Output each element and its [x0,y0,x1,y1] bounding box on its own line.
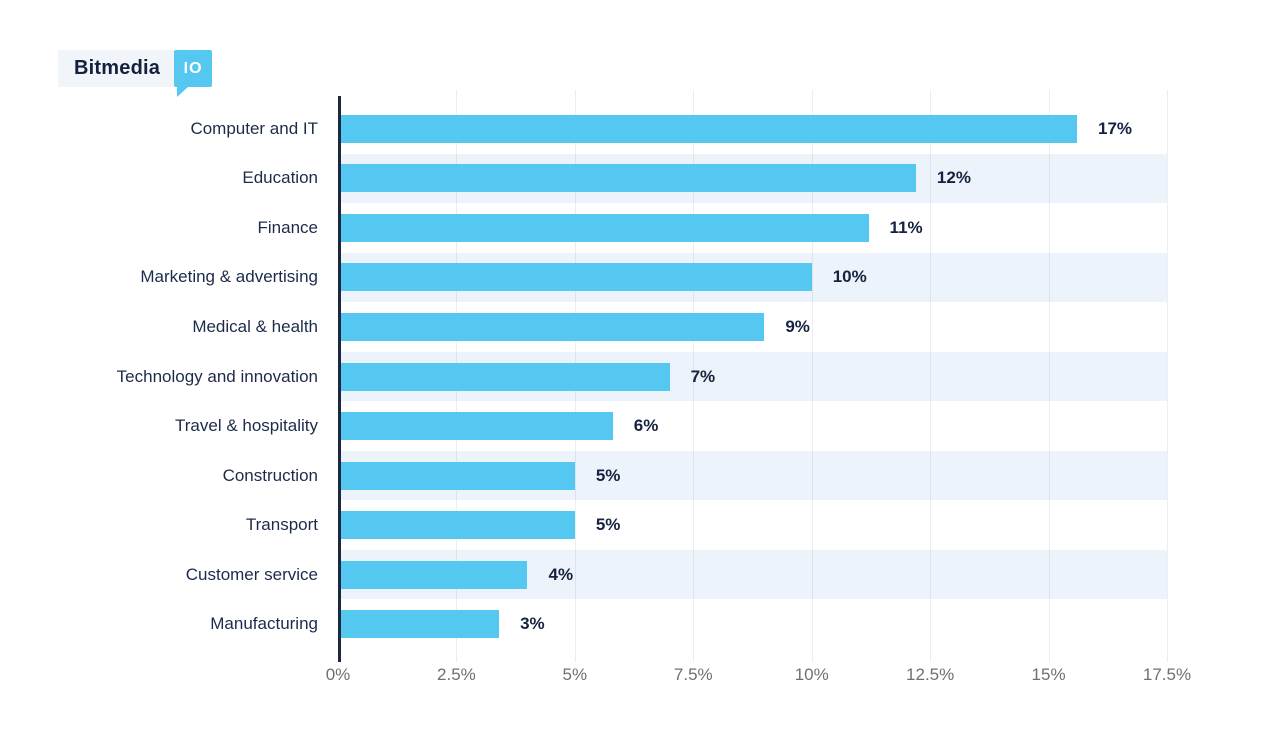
category-label: Technology and innovation [116,366,318,386]
bar [341,213,869,242]
x-tick-label: 17.5% [1142,665,1192,684]
x-tick-label: 7.5% [673,665,713,684]
chart-row: 9% [338,302,1167,352]
chart-row: 7% [338,351,1167,402]
category-label: Education [242,168,318,188]
y-axis-line [338,96,341,662]
category-label: Transport [245,515,318,535]
x-tick-label: 12.5% [906,665,955,684]
x-tick-label: 10% [794,665,829,684]
chart-row: 5% [338,450,1167,501]
logo-io-text: IO [183,59,203,77]
bar [341,461,575,490]
bar-value-label: 7% [690,366,716,386]
category-label: Marketing & advertising [140,267,318,287]
x-tick-label: 15% [1031,665,1066,684]
chart-row: 10% [338,252,1167,303]
bar [341,362,670,391]
bar-value-label: 4% [548,564,574,584]
chart-rows: 17% 12% 11% 10% 9% 7% 6% 5% 5% 4% 3% [338,104,1167,649]
chart-row: 4% [338,549,1167,600]
bar [341,114,1077,143]
bar [341,164,916,193]
chart-row: 6% [338,401,1167,451]
bar-value-label: 11% [889,217,923,237]
bar-value-label: 5% [595,515,621,535]
chart-row: 12% [338,153,1167,204]
category-label: Finance [257,217,318,237]
x-tick-label: 0% [325,665,351,684]
bar-value-label: 10% [832,267,867,287]
chart-row: 11% [338,203,1167,253]
bar [341,560,528,589]
bitmedia-logo: Bitmedia IO [58,50,213,97]
bar [341,610,500,639]
bar-value-label: 6% [633,416,659,436]
gridline [1167,90,1168,662]
category-labels-column: Computer and IT Education Finance Marketing… [40,104,318,649]
x-tick-label: 2.5% [437,665,476,684]
category-label: Customer service [185,564,318,584]
logo-brand-text: Bitmedia [58,50,175,87]
chart-plot-area: 17% 12% 11% 10% 9% 7% 6% 5% 5% 4% 3% [338,90,1168,662]
bar-value-label: 9% [785,316,810,336]
category-label: Construction [222,465,318,485]
chart-row: 17% [338,104,1167,154]
category-label: Computer and IT [190,118,318,138]
x-tick-label: 5% [562,665,588,684]
x-axis-tick-labels: 0% 2.5% 5% 7.5% 10% 12.5% 15% 17.5% [326,665,1191,691]
logo-speech-bubble: IO [174,50,213,97]
bar-value-label: 12% [936,168,971,188]
bar [341,511,575,540]
category-label: Manufacturing [210,614,318,634]
bar [341,312,765,341]
bar-value-label: 17% [1097,118,1133,138]
category-label: Medical & health [192,316,318,336]
bar [341,263,812,292]
logo-bubble-tail-icon [177,87,189,97]
bar-value-label: 3% [520,614,545,634]
chart-row: 3% [338,599,1167,649]
chart-row: 5% [338,500,1167,550]
bar-value-label: 5% [595,465,621,485]
category-label: Travel & hospitality [175,416,318,436]
bar [341,412,613,441]
